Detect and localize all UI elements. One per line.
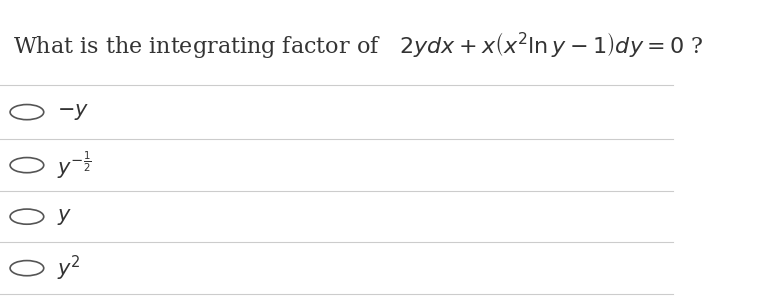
Text: $y$: $y$ (57, 207, 72, 227)
Text: $y^{-\frac{1}{2}}$: $y^{-\frac{1}{2}}$ (57, 149, 91, 181)
Text: What is the integrating factor of $\ \ 2ydx + x\left(x^2 \ln y - 1\right)dy = 0$: What is the integrating factor of $\ \ 2… (13, 30, 704, 60)
Text: $-y$: $-y$ (57, 102, 89, 122)
Text: $y^2$: $y^2$ (57, 254, 81, 283)
